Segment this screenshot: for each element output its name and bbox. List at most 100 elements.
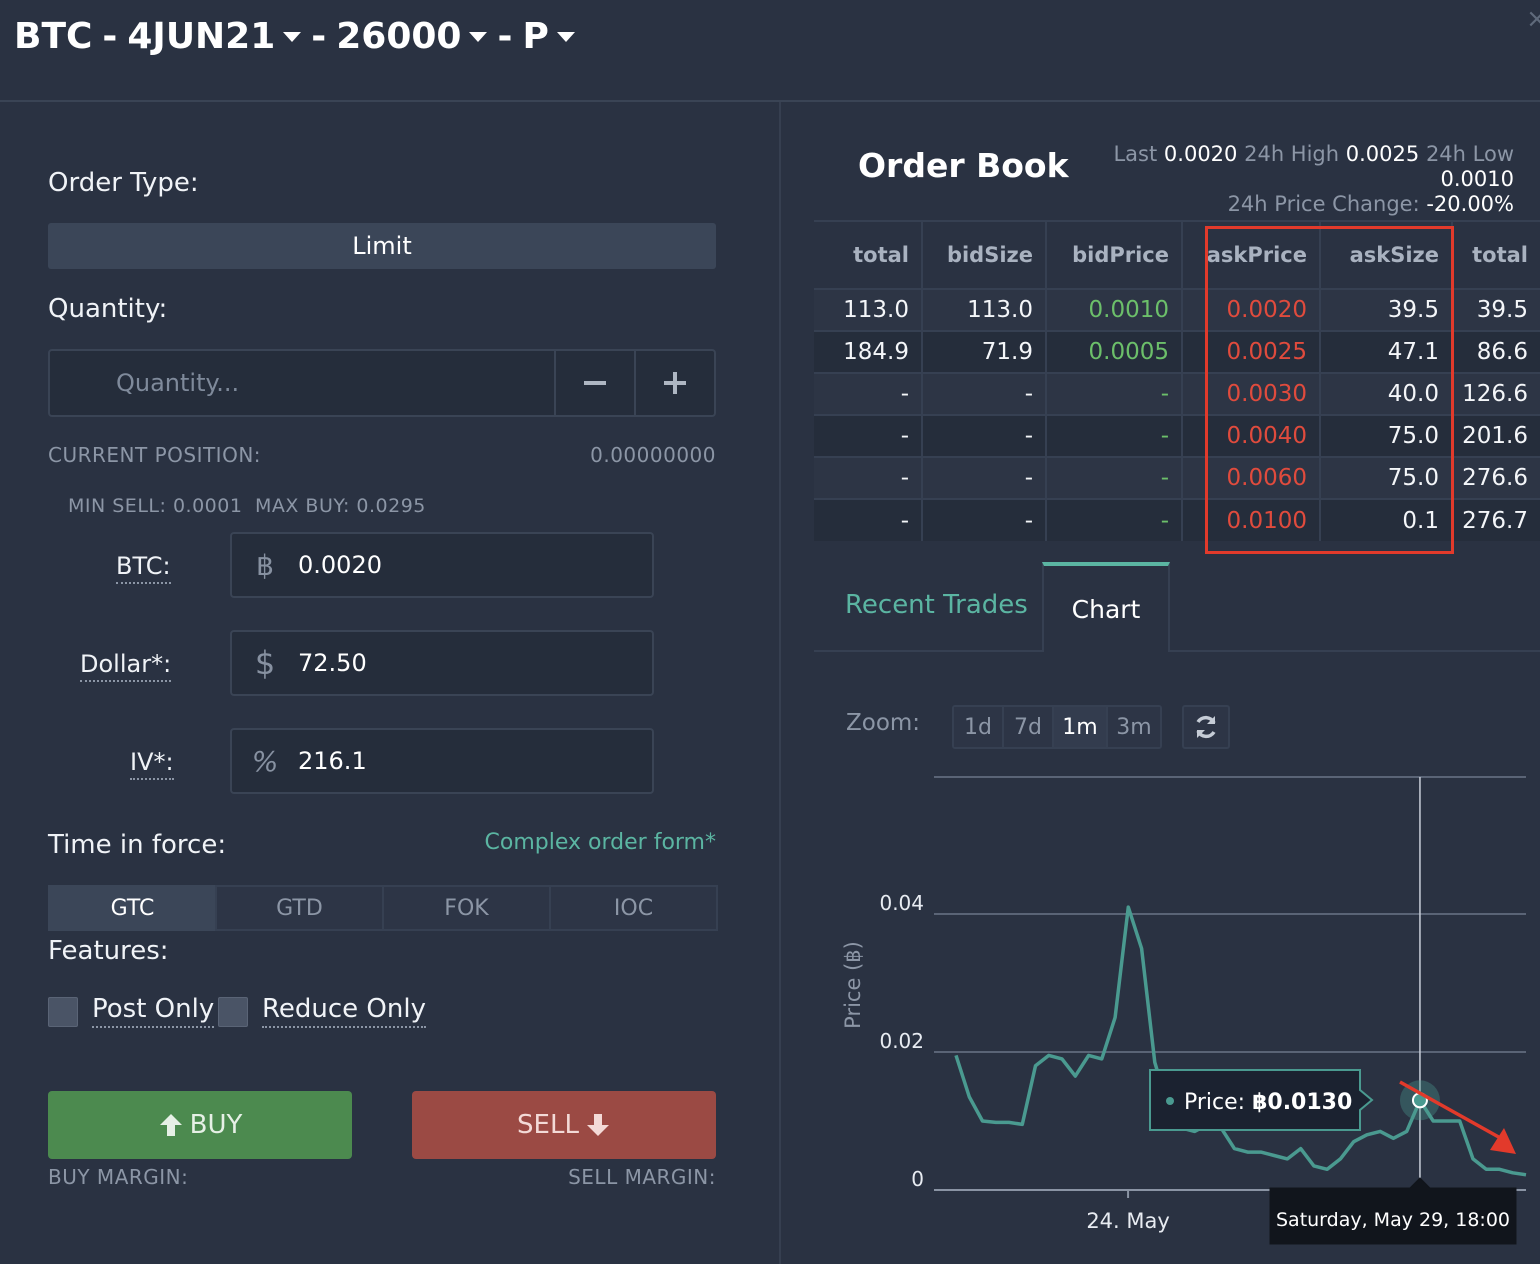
high-label: 24h High	[1244, 142, 1340, 166]
order-book-cell: -	[922, 372, 1047, 415]
post-only-checkbox[interactable]	[48, 997, 78, 1027]
order-book-title: Order Book	[858, 146, 1069, 185]
change-value: -20.00%	[1426, 192, 1514, 216]
dollar-icon: $	[254, 644, 276, 682]
sell-button[interactable]: SELL	[412, 1091, 716, 1159]
complex-order-form-link[interactable]: Complex order form*	[484, 830, 716, 855]
minus-icon	[584, 381, 606, 385]
btc-field-value[interactable]: 0.0020	[298, 551, 382, 579]
strike-caret-icon[interactable]	[469, 31, 488, 42]
quantity-decrement-button[interactable]	[554, 351, 634, 415]
ask-columns-highlight	[1205, 226, 1454, 554]
order-book-cell: 39.5	[1452, 288, 1540, 331]
arrow-down-icon	[586, 1114, 609, 1136]
strike-select[interactable]: 26000	[336, 16, 462, 57]
min-sell-label: MIN SELL:	[68, 495, 167, 517]
tif-fok-button[interactable]: FOK	[382, 885, 551, 931]
price-chart[interactable]: 0 0.02 0.04 Price (฿) 24. May Price: ฿0.0130 S…	[814, 760, 1540, 1260]
y-tick-label: 0	[911, 1167, 924, 1191]
dollar-field[interactable]: $ 72.50	[230, 630, 654, 696]
post-only-label[interactable]: Post Only	[92, 994, 215, 1028]
reduce-only-checkbox[interactable]	[218, 997, 248, 1027]
zoom-7d-button[interactable]: 7d	[1004, 707, 1054, 747]
zoom-1d-button[interactable]: 1d	[954, 707, 1004, 747]
reduce-only-label[interactable]: Reduce Only	[262, 994, 426, 1028]
order-type-select[interactable]: Limit	[48, 223, 716, 269]
iv-field-value[interactable]: 216.1	[298, 747, 367, 775]
tab-recent-trades[interactable]: Recent Trades	[845, 590, 1028, 620]
current-position-label: CURRENT POSITION:	[48, 443, 262, 467]
dollar-field-label: Dollar*:	[80, 650, 172, 682]
zoom-1m-button[interactable]: 1m	[1054, 707, 1108, 747]
order-book-cell: 0.0010	[1046, 288, 1183, 331]
order-book-cell: 40.0	[1320, 372, 1453, 415]
buy-button[interactable]: BUY	[48, 1091, 352, 1159]
bitcoin-icon: ฿	[256, 548, 274, 582]
quantity-increment-button[interactable]	[634, 351, 714, 415]
column-header[interactable]: total	[1452, 220, 1540, 289]
option-type-select[interactable]: P	[522, 16, 549, 57]
dollar-field-value[interactable]: 72.50	[298, 649, 367, 677]
y-axis-label: Price (฿)	[841, 941, 865, 1029]
order-book-cell: -	[1046, 456, 1183, 499]
order-book-cell: 126.6	[1452, 372, 1540, 415]
change-label: 24h Price Change:	[1227, 192, 1420, 216]
column-header[interactable]: bidSize	[922, 220, 1047, 289]
tooltip-value: ฿0.0130	[1252, 1090, 1352, 1115]
last-label: Last	[1113, 142, 1158, 166]
order-book-cell: -	[1046, 372, 1183, 415]
btc-field[interactable]: ฿ 0.0020	[230, 532, 654, 598]
order-book-cell: 0.0005	[1046, 330, 1183, 373]
expiry-caret-icon[interactable]	[283, 31, 302, 42]
order-book-row[interactable]: - - -0.0040 75.0 201.6	[814, 414, 1540, 457]
tab-chart[interactable]: Chart	[1042, 562, 1170, 652]
quantity-input[interactable]	[50, 351, 554, 415]
percent-icon: %	[251, 744, 279, 778]
zoom-group: 1d 7d 1m 3m	[952, 705, 1162, 749]
option-type-caret-icon[interactable]	[556, 31, 575, 42]
plus-icon	[664, 372, 686, 394]
refresh-icon	[1196, 715, 1216, 739]
arrow-up-icon	[159, 1114, 182, 1136]
order-book-cell: -	[814, 498, 923, 541]
close-icon[interactable]: ×	[1526, 4, 1540, 34]
column-header[interactable]: total	[814, 220, 923, 289]
order-book-cell: 276.7	[1452, 498, 1540, 541]
tooltip-series-dot	[1166, 1097, 1174, 1105]
low-label: 24h Low	[1425, 142, 1514, 166]
order-book-cell: -	[922, 414, 1047, 457]
last-value: 0.0020	[1163, 142, 1238, 166]
column-header[interactable]: bidPrice	[1046, 220, 1183, 289]
expiry-select[interactable]: 4JUN21	[127, 16, 276, 57]
order-book-cell: 201.6	[1452, 414, 1540, 457]
sell-button-label: SELL	[517, 1110, 579, 1140]
order-type-label: Order Type:	[48, 168, 199, 198]
iv-field[interactable]: % 216.1	[230, 728, 654, 794]
x-tick-label: 24. May	[1086, 1209, 1170, 1233]
time-in-force-label: Time in force:	[48, 830, 227, 860]
order-book-cell: 113.0	[814, 288, 923, 331]
refresh-button[interactable]	[1182, 705, 1230, 749]
sell-margin-label: SELL MARGIN:	[568, 1165, 716, 1189]
current-position-value: 0.00000000	[590, 443, 716, 467]
tif-ioc-button[interactable]: IOC	[549, 885, 718, 931]
tif-gtd-button[interactable]: GTD	[215, 885, 384, 931]
order-book-cell: -	[814, 414, 923, 457]
column-header[interactable]: askSize	[1320, 220, 1453, 289]
order-book-cell: 86.6	[1452, 330, 1540, 373]
tif-gtc-button[interactable]: GTC	[48, 885, 217, 931]
date-tooltip-label: Saturday, May 29, 18:00	[1276, 1209, 1510, 1231]
features-label: Features:	[48, 936, 169, 966]
y-tick-label: 0.02	[879, 1029, 924, 1053]
zoom-3m-button[interactable]: 3m	[1108, 707, 1160, 747]
order-book-cell: -	[814, 456, 923, 499]
title-separator: -	[102, 16, 118, 57]
max-buy-label: MAX BUY:	[254, 495, 350, 517]
order-book-row[interactable]: - - -0.0100 0.1 276.7	[814, 498, 1540, 541]
order-book-stats: Last 0.0020 24h High 0.0025 24h Low 0.00…	[1040, 142, 1514, 217]
order-book-cell: -	[1046, 498, 1183, 541]
max-buy-value: 0.0295	[356, 495, 426, 517]
buy-margin-label: BUY MARGIN:	[48, 1165, 189, 1189]
title-separator: -	[497, 16, 513, 57]
price-series-line	[954, 905, 1527, 1177]
